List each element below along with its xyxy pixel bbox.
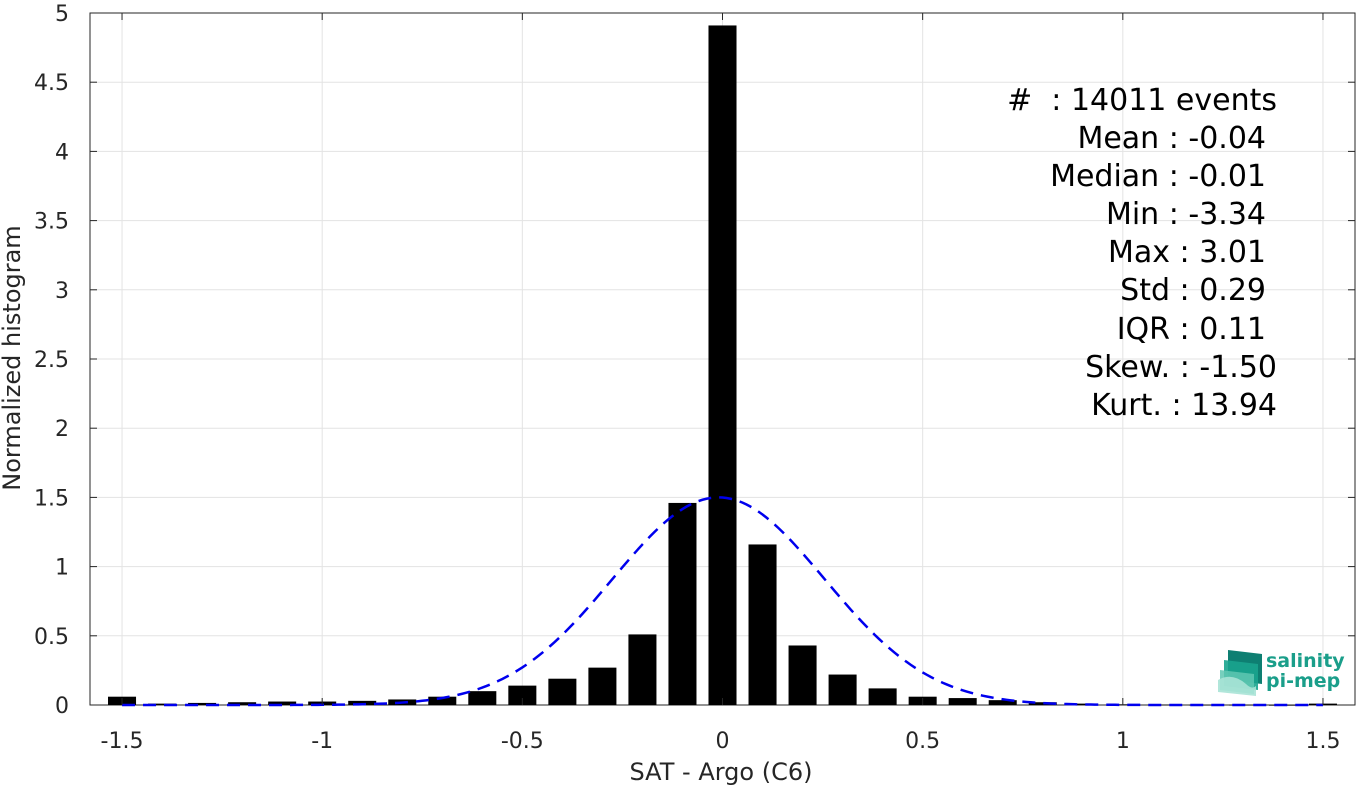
y-tick-label: 1.5 xyxy=(34,486,69,511)
stat-iqr: IQR : 0.11 xyxy=(1117,312,1266,347)
histogram-bar xyxy=(988,700,1017,705)
stat-kurt: Kurt. : 13.94 xyxy=(1091,388,1277,423)
histogram-bar xyxy=(1148,704,1177,706)
y-axis-ticks: 0 0.5 1 1.5 2 2.5 3 3.5 4 4.5 5 xyxy=(34,2,1355,719)
statistics-box: # : 14011 events Mean : -0.04 Median : -… xyxy=(1007,83,1277,423)
y-tick-label: 0 xyxy=(55,694,69,719)
y-tick-label: 3 xyxy=(55,279,69,304)
histogram-bar xyxy=(268,701,297,705)
histogram-bar xyxy=(228,702,257,705)
x-tick-label: -1.5 xyxy=(101,729,144,754)
x-axis-title: SAT - Argo (C6) xyxy=(630,758,813,786)
histogram-bar xyxy=(188,702,217,705)
x-axis-ticks: -1.5 -1 -0.5 0 0.5 1 1.5 xyxy=(101,13,1340,754)
logo-line2: pi-mep xyxy=(1266,670,1340,692)
wave-logo-icon xyxy=(1218,650,1262,696)
histogram-bars xyxy=(108,25,1337,706)
x-tick-label: 0.5 xyxy=(905,729,940,754)
x-tick-label: -0.5 xyxy=(501,729,544,754)
histogram-bar xyxy=(548,678,577,705)
y-tick-label: 2.5 xyxy=(34,348,69,373)
stat-median: Median : -0.01 xyxy=(1050,159,1266,194)
x-tick-label: -1 xyxy=(311,729,333,754)
histogram-bar xyxy=(1068,703,1097,705)
stat-min: Min : -3.34 xyxy=(1106,197,1266,232)
y-tick-label: 1 xyxy=(55,556,69,581)
histogram-bar xyxy=(468,691,497,705)
salinity-pimep-logo: salinity pi-mep xyxy=(1218,650,1345,696)
histogram-bar xyxy=(428,696,457,705)
histogram-bar xyxy=(788,645,817,705)
histogram-bar xyxy=(348,700,377,705)
y-tick-label: 3.5 xyxy=(34,210,69,235)
histogram-bar xyxy=(828,674,857,705)
histogram-bar xyxy=(588,667,617,705)
histogram-bar xyxy=(668,502,697,705)
x-tick-label: 1 xyxy=(1116,729,1130,754)
x-tick-label: 1.5 xyxy=(1305,729,1340,754)
histogram-bar xyxy=(748,544,777,705)
stat-mean: Mean : -0.04 xyxy=(1077,121,1266,156)
stat-max: Max : 3.01 xyxy=(1108,235,1266,270)
stat-skew: Skew. : -1.50 xyxy=(1085,350,1277,385)
stat-std: Std : 0.29 xyxy=(1120,273,1266,308)
y-tick-label: 4.5 xyxy=(34,71,69,96)
histogram-bar xyxy=(508,685,537,705)
histogram-bar xyxy=(148,703,177,705)
y-tick-label: 2 xyxy=(55,417,69,442)
logo-line1: salinity xyxy=(1266,650,1345,672)
histogram-bar xyxy=(1028,702,1057,705)
histogram-bar xyxy=(948,698,977,705)
histogram-bar xyxy=(628,634,657,705)
y-tick-label: 0.5 xyxy=(34,625,69,650)
x-tick-label: 0 xyxy=(716,729,730,754)
stat-events: # : 14011 events xyxy=(1007,83,1277,118)
histogram-bar xyxy=(708,25,737,706)
y-tick-label: 4 xyxy=(55,140,69,165)
y-tick-label: 5 xyxy=(55,2,69,27)
y-axis-title: Normalized histogram xyxy=(0,225,26,490)
histogram-bar xyxy=(868,688,897,705)
